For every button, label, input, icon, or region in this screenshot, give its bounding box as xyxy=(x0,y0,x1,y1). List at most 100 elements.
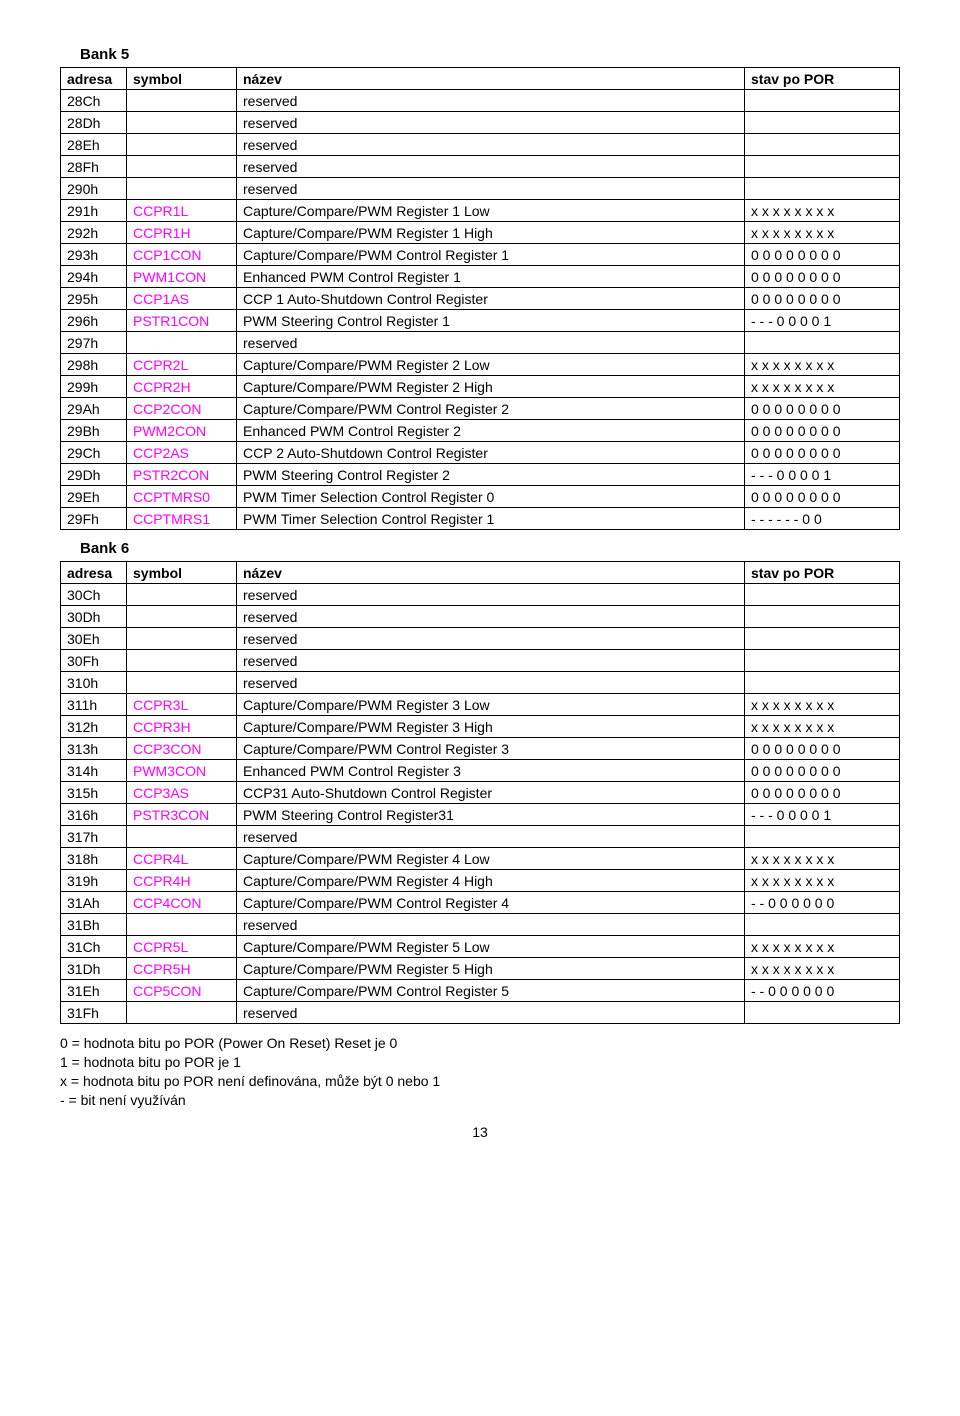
cell-symbol: CCP1AS xyxy=(127,288,237,310)
legend-notes: 0 = hodnota bitu po POR (Power On Reset)… xyxy=(60,1034,900,1110)
cell-nazev: PWM Steering Control Register31 xyxy=(237,804,745,826)
cell-symbol: CCPR1H xyxy=(127,222,237,244)
page-number: 13 xyxy=(60,1124,900,1140)
table-row: 299hCCPR2HCapture/Compare/PWM Register 2… xyxy=(61,376,900,398)
cell-adresa: 29Ah xyxy=(61,398,127,420)
cell-symbol xyxy=(127,672,237,694)
cell-nazev: reserved xyxy=(237,1002,745,1024)
cell-stav: x x x x x x x x xyxy=(745,716,900,738)
cell-stav: - - 0 0 0 0 0 0 xyxy=(745,980,900,1002)
cell-stav: x x x x x x x x xyxy=(745,870,900,892)
cell-nazev: Capture/Compare/PWM Register 1 High xyxy=(237,222,745,244)
cell-adresa: 28Dh xyxy=(61,112,127,134)
table-row: 297hreserved xyxy=(61,332,900,354)
cell-nazev: PWM Timer Selection Control Register 0 xyxy=(237,486,745,508)
cell-stav: 0 0 0 0 0 0 0 0 xyxy=(745,760,900,782)
cell-nazev: Capture/Compare/PWM Register 2 Low xyxy=(237,354,745,376)
table-row: 29AhCCP2CONCapture/Compare/PWM Control R… xyxy=(61,398,900,420)
cell-nazev: reserved xyxy=(237,826,745,848)
cell-nazev: reserved xyxy=(237,672,745,694)
cell-nazev: Enhanced PWM Control Register 1 xyxy=(237,266,745,288)
cell-adresa: 31Eh xyxy=(61,980,127,1002)
cell-symbol: PWM3CON xyxy=(127,760,237,782)
cell-adresa: 29Fh xyxy=(61,508,127,530)
cell-nazev: Capture/Compare/PWM Register 3 High xyxy=(237,716,745,738)
table-row: 28Dh reserved xyxy=(61,112,900,134)
note-line: - = bit není využíván xyxy=(60,1091,900,1110)
table-row: 314hPWM3CONEnhanced PWM Control Register… xyxy=(61,760,900,782)
cell-adresa: 316h xyxy=(61,804,127,826)
col-symbol: symbol xyxy=(127,68,237,90)
cell-symbol: PSTR2CON xyxy=(127,464,237,486)
cell-nazev: CCP31 Auto-Shutdown Control Register xyxy=(237,782,745,804)
cell-stav xyxy=(745,134,900,156)
cell-nazev: reserved xyxy=(237,914,745,936)
bank5-table: adresa symbol název stav po POR 28Chrese… xyxy=(60,67,900,530)
cell-stav: x x x x x x x x xyxy=(745,376,900,398)
cell-stav xyxy=(745,914,900,936)
cell-adresa: 312h xyxy=(61,716,127,738)
table-row: 319hCCPR4HCapture/Compare/PWM Register 4… xyxy=(61,870,900,892)
cell-stav xyxy=(745,606,900,628)
cell-adresa: 313h xyxy=(61,738,127,760)
table-row: 30Chreserved xyxy=(61,584,900,606)
cell-symbol xyxy=(127,134,237,156)
table-row: 298hCCPR2LCapture/Compare/PWM Register 2… xyxy=(61,354,900,376)
cell-stav xyxy=(745,332,900,354)
cell-adresa: 31Bh xyxy=(61,914,127,936)
table-row: 296hPSTR1CONPWM Steering Control Registe… xyxy=(61,310,900,332)
cell-adresa: 296h xyxy=(61,310,127,332)
cell-adresa: 28Eh xyxy=(61,134,127,156)
cell-symbol: CCPR2L xyxy=(127,354,237,376)
note-line: x = hodnota bitu po POR není definována,… xyxy=(60,1072,900,1091)
cell-adresa: 28Ch xyxy=(61,90,127,112)
cell-nazev: Enhanced PWM Control Register 2 xyxy=(237,420,745,442)
cell-symbol xyxy=(127,332,237,354)
cell-stav: x x x x x x x x xyxy=(745,222,900,244)
cell-adresa: 30Fh xyxy=(61,650,127,672)
cell-stav xyxy=(745,156,900,178)
table-row: 318hCCPR4LCapture/Compare/PWM Register 4… xyxy=(61,848,900,870)
cell-symbol: CCP4CON xyxy=(127,892,237,914)
cell-adresa: 311h xyxy=(61,694,127,716)
cell-nazev: reserved xyxy=(237,156,745,178)
cell-symbol: PSTR1CON xyxy=(127,310,237,332)
note-line: 1 = hodnota bitu po POR je 1 xyxy=(60,1053,900,1072)
table-row: 29BhPWM2CONEnhanced PWM Control Register… xyxy=(61,420,900,442)
cell-stav: 0 0 0 0 0 0 0 0 xyxy=(745,244,900,266)
cell-stav: 0 0 0 0 0 0 0 0 xyxy=(745,738,900,760)
cell-symbol: CCPR2H xyxy=(127,376,237,398)
cell-nazev: Capture/Compare/PWM Control Register 2 xyxy=(237,398,745,420)
table-row: 31Bh reserved xyxy=(61,914,900,936)
cell-stav: - - - 0 0 0 0 1 xyxy=(745,804,900,826)
cell-symbol: CCP1CON xyxy=(127,244,237,266)
table-header-row: adresa symbol název stav po POR xyxy=(61,68,900,90)
cell-adresa: 290h xyxy=(61,178,127,200)
cell-nazev: Enhanced PWM Control Register 3 xyxy=(237,760,745,782)
cell-nazev: CCP 1 Auto-Shutdown Control Register xyxy=(237,288,745,310)
table-row: 31Fhreserved xyxy=(61,1002,900,1024)
col-nazev: název xyxy=(237,562,745,584)
note-line: 0 = hodnota bitu po POR (Power On Reset)… xyxy=(60,1034,900,1053)
cell-nazev: reserved xyxy=(237,112,745,134)
cell-stav xyxy=(745,112,900,134)
cell-symbol: CCP3AS xyxy=(127,782,237,804)
table-row: 28Chreserved xyxy=(61,90,900,112)
cell-nazev: Capture/Compare/PWM Register 5 Low xyxy=(237,936,745,958)
table-row: 291hCCPR1LCapture/Compare/PWM Register 1… xyxy=(61,200,900,222)
cell-nazev: reserved xyxy=(237,134,745,156)
cell-stav: 0 0 0 0 0 0 0 0 xyxy=(745,420,900,442)
cell-adresa: 298h xyxy=(61,354,127,376)
cell-nazev: PWM Timer Selection Control Register 1 xyxy=(237,508,745,530)
cell-nazev: Capture/Compare/PWM Control Register 1 xyxy=(237,244,745,266)
table-row: 31AhCCP4CONCapture/Compare/PWM Control R… xyxy=(61,892,900,914)
cell-nazev: CCP 2 Auto-Shutdown Control Register xyxy=(237,442,745,464)
cell-nazev: Capture/Compare/PWM Control Register 5 xyxy=(237,980,745,1002)
cell-adresa: 293h xyxy=(61,244,127,266)
cell-symbol xyxy=(127,584,237,606)
cell-stav: 0 0 0 0 0 0 0 0 xyxy=(745,398,900,420)
cell-symbol: PSTR3CON xyxy=(127,804,237,826)
cell-stav xyxy=(745,628,900,650)
bank6-title: Bank 6 xyxy=(80,540,900,557)
cell-adresa: 310h xyxy=(61,672,127,694)
